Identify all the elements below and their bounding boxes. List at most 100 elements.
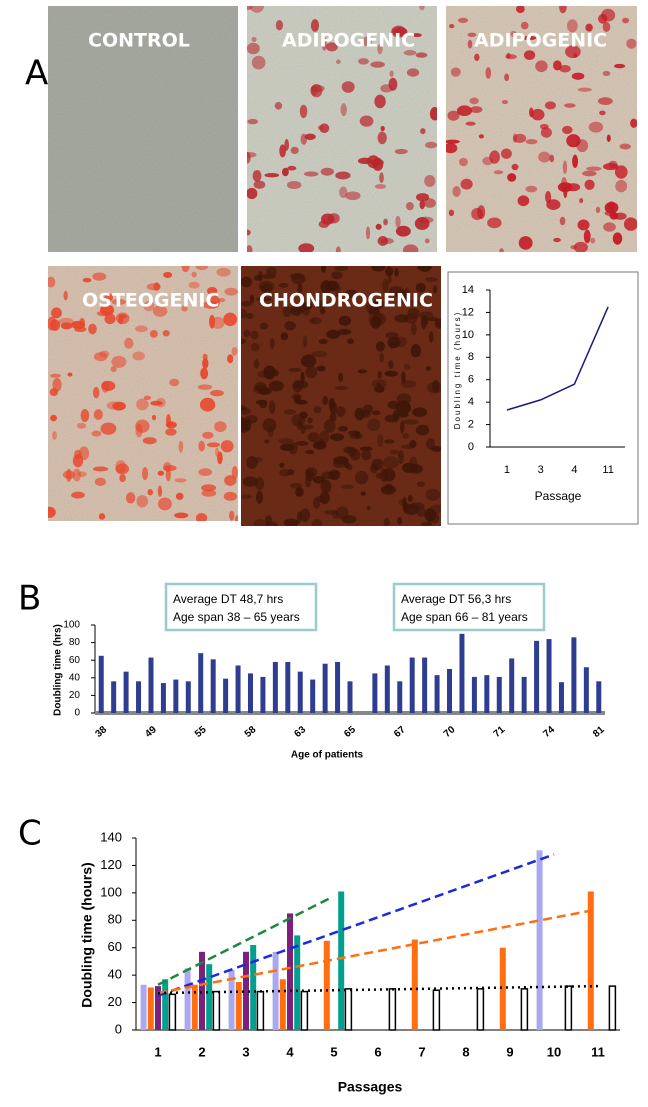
- cell: [398, 450, 405, 464]
- cell: [191, 271, 197, 278]
- cell: [305, 365, 318, 379]
- cell: [316, 365, 326, 372]
- y-tick-label: 6: [468, 374, 474, 386]
- cell: [395, 400, 411, 415]
- cell: [499, 248, 504, 252]
- cell: [525, 185, 538, 193]
- cell: [115, 463, 130, 475]
- cell: [320, 167, 334, 176]
- cell: [250, 342, 260, 352]
- bar: [98, 655, 104, 713]
- y-tick-label: 8: [468, 351, 474, 363]
- cell: [412, 407, 428, 417]
- cell: [341, 81, 355, 93]
- cell: [588, 121, 604, 133]
- bar: [432, 989, 441, 1031]
- cell: [319, 123, 330, 134]
- cell: [224, 287, 238, 296]
- cell: [300, 371, 305, 385]
- cell: [411, 33, 422, 38]
- cell: [403, 50, 417, 56]
- x-tick-label: 49: [143, 724, 159, 740]
- cell: [216, 267, 231, 277]
- annotation-box: [392, 582, 546, 632]
- cell: [181, 305, 188, 312]
- cell: [368, 312, 384, 327]
- cell: [162, 330, 170, 337]
- bar: [155, 986, 161, 1030]
- panel-label: B: [18, 579, 41, 619]
- bar: [256, 990, 265, 1031]
- cell: [49, 373, 62, 378]
- cell: [585, 23, 593, 32]
- cell: [485, 67, 492, 79]
- cell: [389, 449, 400, 455]
- bar: [571, 637, 577, 713]
- cell: [474, 53, 480, 62]
- cell: [320, 479, 332, 494]
- bar: [476, 988, 485, 1031]
- cell: [341, 484, 354, 490]
- cell: [101, 380, 116, 392]
- y-axis-title: Doubling time (hours): [453, 311, 462, 429]
- cell: [63, 290, 68, 301]
- cell: [331, 271, 343, 280]
- bar: [250, 944, 257, 1030]
- cell: [347, 446, 357, 458]
- cell: [322, 395, 328, 405]
- cell: [323, 419, 336, 433]
- cell: [400, 380, 417, 389]
- cell: [360, 446, 373, 452]
- y-tick-label: 60: [108, 939, 122, 954]
- cell: [201, 484, 217, 492]
- x-tick-label: 4: [571, 464, 577, 476]
- cell: [446, 142, 458, 154]
- cell: [626, 38, 637, 49]
- cell: [169, 378, 180, 387]
- bar: [223, 678, 229, 713]
- cell: [99, 304, 115, 316]
- cell: [62, 470, 76, 480]
- cell: [265, 515, 272, 525]
- cell: [388, 286, 404, 297]
- photo-label: CHONDROGENIC: [259, 290, 433, 312]
- cell: [395, 215, 401, 228]
- y-tick-label: 0: [74, 708, 80, 719]
- cell: [48, 506, 56, 518]
- cell: [266, 266, 278, 276]
- cell: [338, 425, 348, 432]
- cell: [135, 325, 148, 333]
- cell: [254, 477, 265, 491]
- cell: [354, 407, 365, 421]
- cell: [206, 442, 220, 448]
- cell: [195, 513, 208, 521]
- photo-texture: [48, 266, 238, 521]
- cell: [254, 381, 267, 391]
- cell: [319, 430, 330, 444]
- y-tick-label: 120: [100, 857, 122, 872]
- cell: [590, 237, 596, 244]
- x-axis-title: Age of patients: [291, 750, 364, 761]
- cell: [602, 21, 611, 33]
- cell: [407, 299, 421, 307]
- x-tick-label: 38: [94, 724, 110, 740]
- cell: [518, 236, 533, 250]
- cell: [281, 167, 289, 177]
- annotation-box: [164, 582, 318, 632]
- bar: [173, 679, 179, 713]
- cell: [382, 278, 389, 292]
- cell: [467, 39, 473, 49]
- cell: [88, 323, 97, 335]
- cell: [577, 219, 590, 231]
- cell: [383, 517, 390, 526]
- bar: [123, 671, 129, 713]
- cell: [402, 419, 419, 425]
- cell: [298, 243, 315, 252]
- cell: [224, 475, 237, 486]
- cell: [415, 282, 426, 293]
- bar: [509, 658, 515, 713]
- cell: [584, 179, 595, 190]
- cell: [289, 273, 304, 279]
- cell: [367, 418, 381, 431]
- photo-label: ADIPOGENIC: [282, 30, 415, 52]
